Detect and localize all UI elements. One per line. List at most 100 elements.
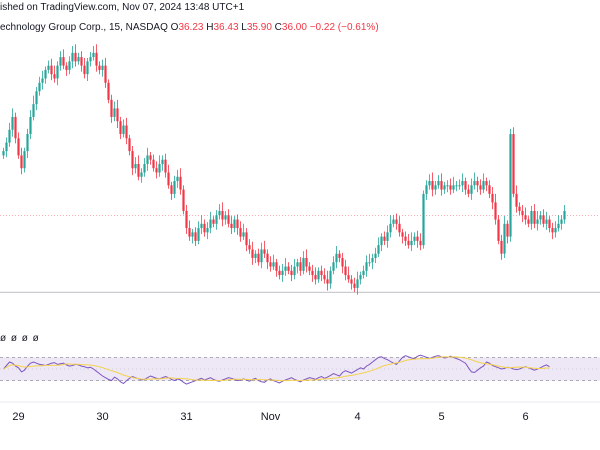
low-label: L: [241, 22, 247, 33]
candle-body: [470, 185, 473, 194]
candle-body: [464, 181, 467, 190]
publish-info: ished on TradingView.com, Nov 07, 2024 1…: [0, 2, 245, 13]
candle-body: [266, 253, 269, 263]
candle-body: [116, 108, 119, 122]
candle-body: [497, 219, 500, 241]
candle-body: [104, 65, 107, 83]
candle-body: [107, 82, 110, 100]
candle-body: [86, 61, 89, 75]
candle-body: [188, 228, 191, 237]
time-axis[interactable]: 29 30 31 Nov 4 5 6: [0, 401, 600, 423]
candle-body: [182, 189, 185, 211]
candle-body: [224, 215, 227, 220]
candle-body: [548, 219, 551, 229]
candle-body: [122, 125, 125, 135]
candle-body: [230, 223, 233, 229]
candle-body: [563, 210, 566, 220]
candle-body: [143, 163, 146, 173]
open-label: O: [170, 22, 179, 33]
time-axis-label: Nov: [261, 411, 281, 423]
candle-body: [35, 91, 38, 105]
candle-body: [380, 236, 383, 246]
candle-body: [296, 262, 299, 267]
candle-body: [65, 65, 68, 70]
candle-body: [536, 219, 539, 224]
candle-body: [512, 134, 515, 194]
candle-body: [377, 245, 380, 254]
high-label: H: [206, 22, 214, 33]
candle-body: [491, 193, 494, 203]
candle-body: [518, 206, 521, 211]
candle-body: [425, 185, 428, 194]
candle-body: [452, 185, 455, 190]
candle-body: [203, 223, 206, 233]
candle-body: [533, 210, 536, 224]
candle-body: [134, 163, 137, 169]
candle-body: [17, 138, 20, 156]
candle-body: [398, 223, 401, 233]
candle-body: [239, 228, 242, 237]
rsi-line: [3, 354, 550, 385]
candle-body: [413, 236, 416, 241]
candle-body: [83, 65, 86, 75]
candle-body: [344, 266, 347, 276]
symbol-name: echnology Group Corp., 15, NASDAQ: [0, 22, 168, 33]
rsi-indicator-label: ø ø ø ø: [0, 333, 40, 344]
candle-body: [218, 210, 221, 216]
candle-body: [329, 270, 332, 284]
candle-body: [416, 236, 419, 241]
candle-body: [11, 116, 14, 130]
candle-body: [206, 228, 209, 233]
candle-body: [248, 245, 251, 250]
candle-body: [476, 181, 479, 186]
candle-body: [431, 181, 434, 190]
candle-body: [395, 219, 398, 224]
candle-body: [410, 240, 413, 246]
candle-body: [257, 253, 260, 263]
candle-body: [8, 129, 11, 143]
candle-body: [422, 193, 425, 246]
candle-body: [146, 155, 149, 164]
candle-body: [557, 223, 560, 229]
candle-body: [275, 262, 278, 271]
candle-body: [260, 249, 263, 263]
candle-body: [197, 228, 200, 241]
candle-body: [41, 78, 44, 83]
candle-body: [305, 257, 308, 267]
candle-body: [290, 270, 293, 276]
candle-body: [428, 181, 431, 186]
candle-body: [473, 181, 476, 186]
candle-body: [503, 223, 506, 254]
time-axis-label: 6: [522, 411, 528, 423]
candle-body: [173, 181, 176, 194]
candle-body: [215, 215, 218, 224]
rsi-pane[interactable]: [0, 354, 600, 385]
time-axis-label: 4: [354, 411, 360, 423]
candle-body: [62, 57, 65, 66]
candle-body: [209, 219, 212, 229]
candle-body: [311, 270, 314, 276]
candle-body: [308, 266, 311, 271]
rsi-ma-line: [3, 356, 550, 382]
candle-body: [524, 215, 527, 220]
candle-body: [191, 232, 194, 237]
chart-header: ished on TradingView.com, Nov 07, 2024 1…: [0, 0, 600, 40]
candle-body: [386, 232, 389, 241]
candle-body: [101, 65, 104, 70]
candle-body: [287, 266, 290, 271]
candle-body: [170, 185, 173, 194]
close-label: C: [274, 22, 282, 33]
candle-body: [302, 257, 305, 271]
candle-body: [95, 52, 98, 66]
candle-body: [494, 202, 497, 220]
candle-body: [485, 181, 488, 186]
candle-body: [269, 262, 272, 267]
candle-body: [113, 108, 116, 117]
candle-body: [59, 57, 62, 66]
price-pane[interactable]: [0, 44, 600, 295]
candle-body: [437, 181, 440, 186]
candle-body: [545, 219, 548, 224]
candle-body: [293, 266, 296, 276]
candle-body: [119, 121, 122, 135]
